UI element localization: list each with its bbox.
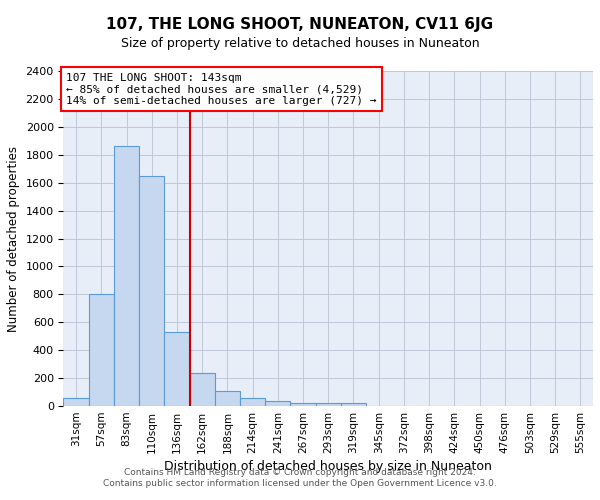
Bar (164, 332, 190, 406)
Text: Size of property relative to detached houses in Nuneaton: Size of property relative to detached ho… (121, 38, 479, 51)
X-axis label: Distribution of detached houses by size in Nuneaton: Distribution of detached houses by size … (164, 460, 492, 473)
Bar (341, 404, 366, 406)
Y-axis label: Number of detached properties: Number of detached properties (7, 146, 20, 332)
Text: 107, THE LONG SHOOT, NUNEATON, CV11 6JG: 107, THE LONG SHOOT, NUNEATON, CV11 6JG (106, 18, 494, 32)
Bar (89, 294, 114, 406)
Bar (290, 404, 316, 406)
Text: Contains HM Land Registry data © Crown copyright and database right 2024.
Contai: Contains HM Land Registry data © Crown c… (103, 468, 497, 487)
Text: 107 THE LONG SHOOT: 143sqm
← 85% of detached houses are smaller (4,529)
14% of s: 107 THE LONG SHOOT: 143sqm ← 85% of deta… (66, 72, 377, 106)
Bar (64, 398, 89, 406)
Bar (316, 404, 341, 406)
Bar (265, 401, 290, 406)
Bar (215, 391, 240, 406)
Bar (114, 146, 139, 406)
Bar (240, 398, 265, 406)
Bar (190, 372, 215, 406)
Bar (139, 176, 164, 406)
